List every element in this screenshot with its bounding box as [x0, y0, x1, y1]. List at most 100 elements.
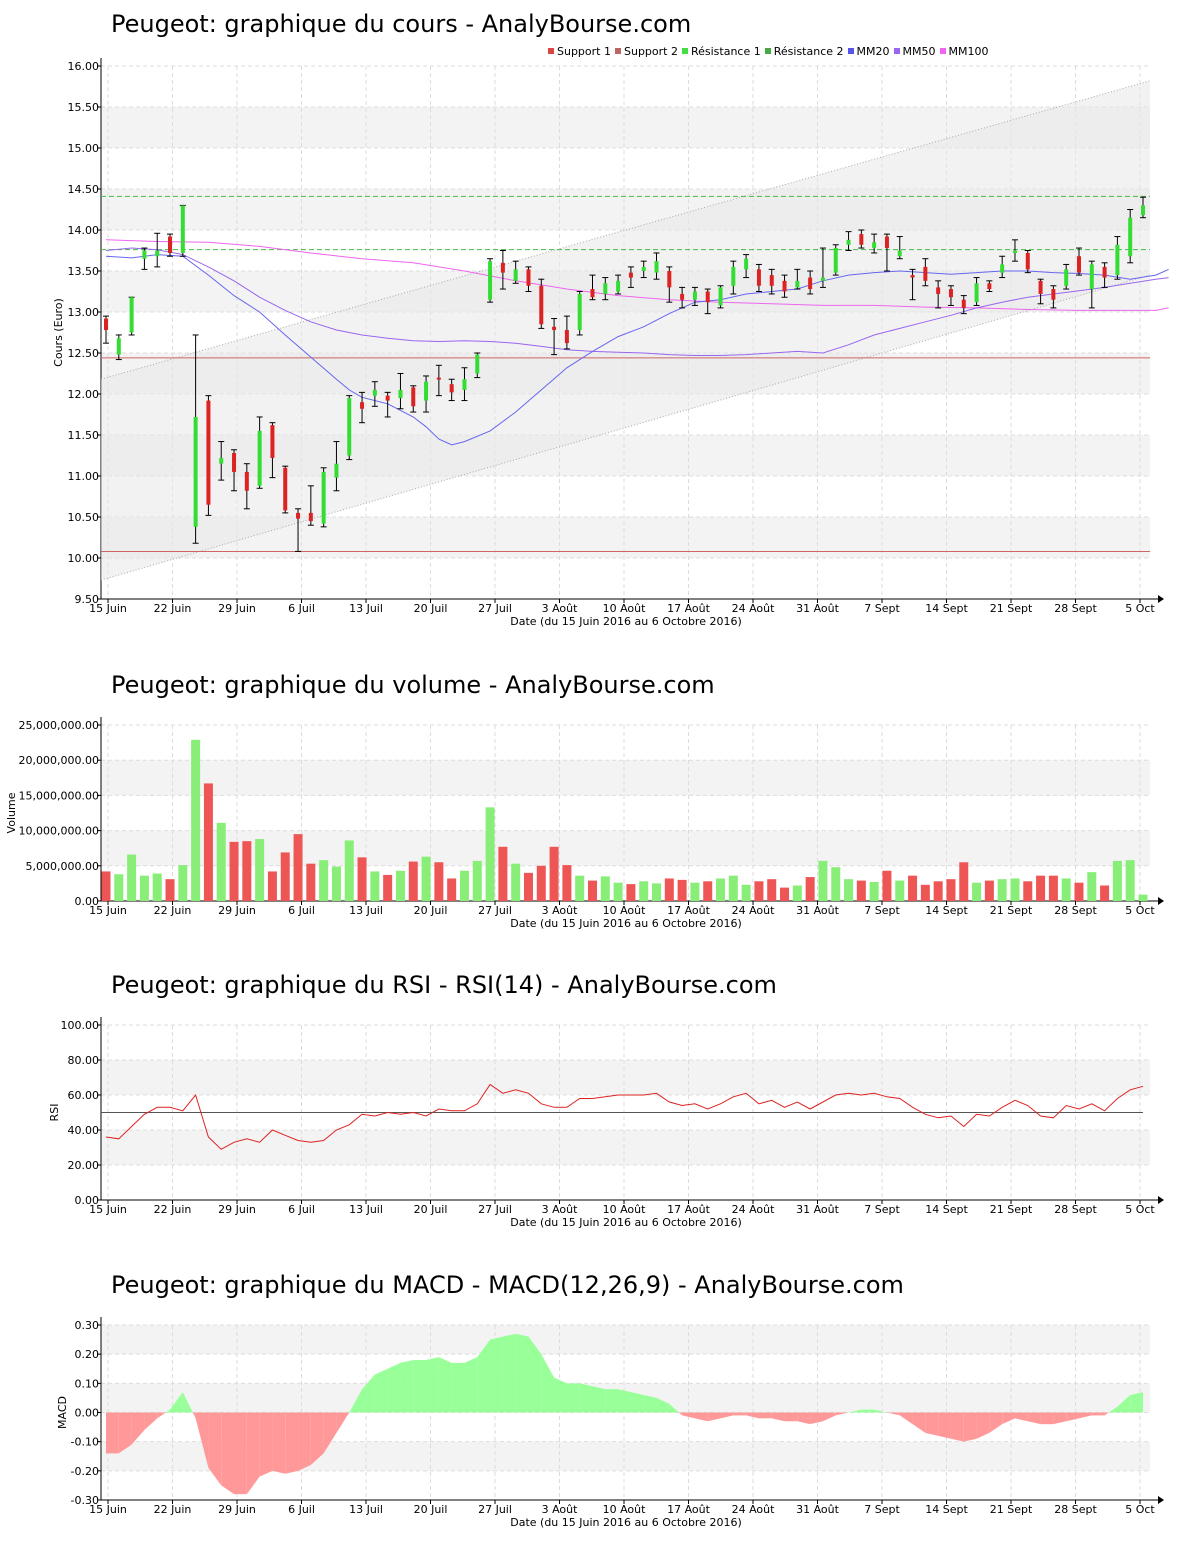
macd-area	[1130, 1392, 1143, 1413]
volume-bar	[1023, 881, 1033, 901]
macd-area	[605, 1389, 619, 1413]
x-tick-label: 28 Sept	[1054, 1503, 1097, 1516]
macd-area	[170, 1392, 183, 1413]
candle-body	[270, 425, 275, 458]
macd-area	[374, 1368, 388, 1413]
candle-body	[923, 266, 928, 281]
volume-bar	[908, 875, 918, 901]
macd-area	[1078, 1412, 1092, 1419]
x-tick-label: 3 Août	[542, 904, 579, 917]
macd-area	[310, 1412, 324, 1465]
volume-bar	[216, 822, 226, 901]
macd-area	[618, 1389, 631, 1413]
x-tick-label: 15 Juin	[89, 904, 127, 917]
volume-bar	[703, 881, 713, 901]
price-legend: Support 1 Support 2 Résistance 1 Résistance…	[548, 45, 992, 58]
candle-body	[1038, 280, 1043, 294]
x-tick-label: 5 Oct	[1125, 904, 1155, 917]
volume-bar	[293, 834, 303, 901]
y-tick-label: 25,000,000.00	[19, 719, 99, 732]
macd-area	[1040, 1412, 1054, 1425]
volume-bar	[447, 878, 457, 901]
candle-body	[808, 277, 813, 290]
candle-body	[705, 291, 710, 303]
macd-area	[886, 1412, 900, 1416]
candle-body	[872, 242, 877, 249]
y-tick-label: 14.50	[68, 183, 100, 196]
macd-area	[451, 1362, 465, 1413]
volume-bar	[1036, 875, 1046, 901]
x-tick-label: 28 Sept	[1054, 1203, 1097, 1216]
x-tick-label: 27 Juil	[478, 1503, 512, 1516]
candle-body	[577, 293, 582, 331]
y-tick-label: 0.00	[75, 1407, 100, 1420]
candle-body	[590, 289, 595, 298]
candle-body	[1115, 244, 1120, 276]
macd-area	[1002, 1412, 1015, 1425]
volume-bar	[1010, 878, 1020, 901]
volume-bar	[1087, 872, 1097, 901]
candle-body	[552, 326, 557, 331]
volume-bar	[1048, 875, 1058, 901]
legend-label: Support 2	[623, 45, 678, 58]
x-tick-label: 14 Sept	[925, 1503, 968, 1516]
candle-body	[488, 261, 493, 300]
macd-area	[336, 1412, 350, 1433]
candle-body	[104, 318, 108, 331]
volume-bar	[459, 870, 469, 901]
volume-bar	[728, 875, 738, 901]
y-tick-label: -0.30	[71, 1494, 99, 1507]
macd-area	[182, 1392, 193, 1413]
candle-body	[385, 395, 390, 401]
y-tick-label: 80.00	[68, 1054, 100, 1067]
macd-area	[643, 1395, 657, 1413]
y-tick-label: 0.00	[75, 1194, 100, 1207]
x-tick-label: 24 Août	[732, 602, 776, 615]
volume-chart: 0.00 5,000,000.00 10,000,000.00 15,000,000.…	[5, 717, 1164, 930]
candle-body	[257, 430, 262, 486]
macd-area	[963, 1412, 977, 1442]
volume-bar	[127, 854, 137, 901]
volume-bar	[255, 839, 265, 901]
grid-band	[101, 1130, 1150, 1165]
volume-bar	[101, 871, 111, 901]
x-tick-label: 29 Juin	[218, 904, 256, 917]
x-tick-label: 24 Août	[732, 904, 776, 917]
x-axis-label: Date (du 15 Juin 2016 au 6 Octobre 2016)	[510, 615, 742, 628]
x-tick-label: 21 Sept	[990, 1203, 1033, 1216]
y-tick-label: 9.50	[75, 593, 100, 606]
legend-item: MM20	[847, 45, 890, 58]
macd-area	[106, 1412, 119, 1454]
candle-body	[129, 297, 134, 333]
x-tick-label: 6 Juil	[288, 1503, 315, 1516]
volume-bar	[856, 880, 866, 901]
candle-body	[1064, 269, 1069, 286]
legend-swatch	[939, 48, 946, 54]
volume-bar	[357, 857, 367, 901]
candle-body	[411, 387, 416, 407]
legend-label: Résistance 1	[690, 45, 761, 58]
candle-body	[347, 398, 352, 456]
mm20-line	[105, 254, 1169, 446]
volume-bar	[754, 881, 764, 901]
macd-area	[259, 1412, 273, 1477]
macd-area	[195, 1412, 209, 1468]
candle-body	[436, 377, 441, 380]
volume-bar	[652, 883, 662, 901]
x-tick-label: 7 Sept	[864, 904, 900, 917]
volume-bar	[319, 860, 329, 901]
volume-bar	[1074, 882, 1084, 901]
volume-bar	[165, 879, 175, 901]
macd-area	[733, 1412, 747, 1416]
volume-bar	[984, 880, 994, 901]
candle-body	[718, 287, 723, 306]
macd-area	[298, 1412, 311, 1471]
x-tick-label: 21 Sept	[990, 602, 1033, 615]
x-tick-label: 10 Août	[603, 1203, 647, 1216]
volume-bar	[690, 882, 700, 901]
x-tick-label: 14 Sept	[925, 904, 968, 917]
volume-bar	[485, 807, 495, 901]
volume-bar	[229, 841, 239, 901]
macd-area	[758, 1412, 772, 1419]
x-axis-arrow	[1158, 1496, 1164, 1504]
